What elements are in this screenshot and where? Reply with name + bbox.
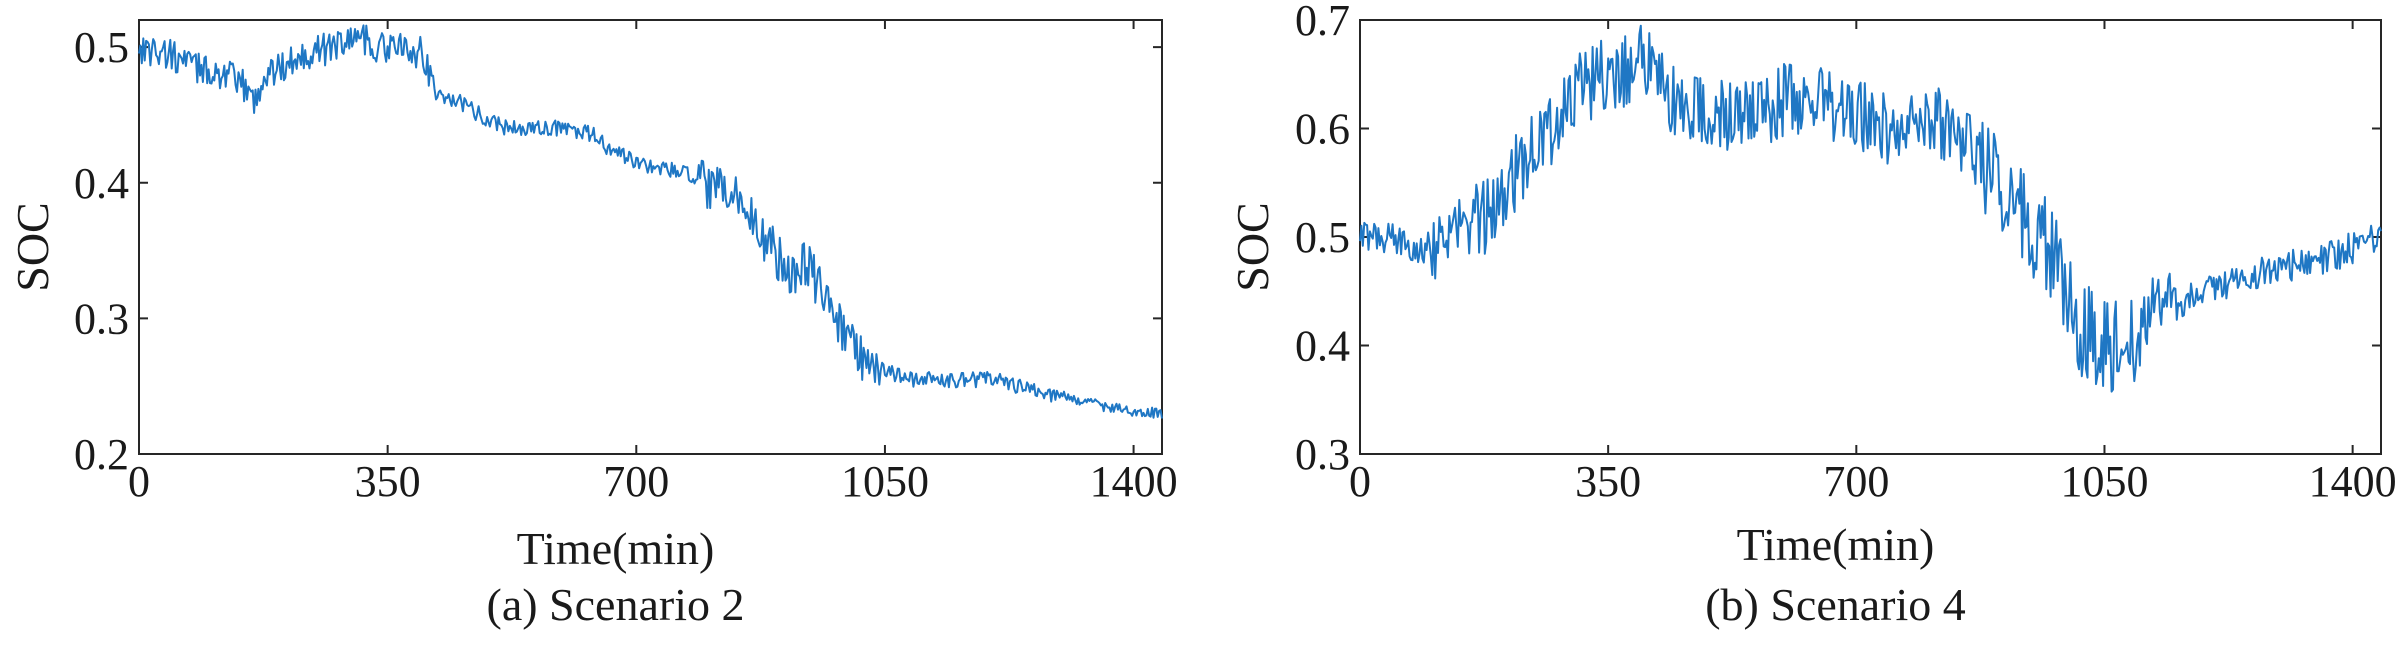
y-tick-label: 0.4 [74, 159, 129, 208]
y-tick-label: 0.7 [1295, 0, 1350, 45]
y-tick-label: 0.6 [1295, 105, 1350, 154]
plot-frame-2 [1359, 19, 2382, 455]
panel-caption: (b) Scenario 4 [1705, 579, 1966, 630]
soc-series-line [138, 24, 1163, 419]
y-tick-label: 0.5 [74, 23, 129, 72]
soc-series-line [1359, 24, 2382, 393]
x-tick-label: 1400 [1090, 457, 1178, 506]
y-tick-label: 0.3 [74, 294, 129, 343]
x-tick-label: 0 [128, 457, 150, 506]
x-tick-label: 0 [1349, 457, 1371, 506]
x-tick-label: 350 [355, 457, 421, 506]
plot-frame-1 [138, 19, 1163, 455]
y-tick-label: 0.5 [1295, 213, 1350, 262]
x-tick-label: 700 [1823, 457, 1889, 506]
x-tick-label: 700 [603, 457, 669, 506]
x-axis-label: Time(min) [1737, 519, 1935, 570]
y-tick-label: 0.4 [1295, 322, 1350, 371]
panel-caption: (a) Scenario 2 [487, 579, 745, 630]
y-tick-label: 0.2 [74, 430, 129, 479]
x-tick-label: 1050 [841, 457, 929, 506]
y-axis-label: SOC [1227, 202, 1278, 291]
y-axis-label: SOC [7, 202, 58, 291]
x-axis-label: Time(min) [517, 523, 715, 574]
x-tick-label: 350 [1575, 457, 1641, 506]
x-tick-label: 1400 [2309, 457, 2397, 506]
x-tick-label: 1050 [2060, 457, 2148, 506]
y-tick-label: 0.3 [1295, 430, 1350, 479]
